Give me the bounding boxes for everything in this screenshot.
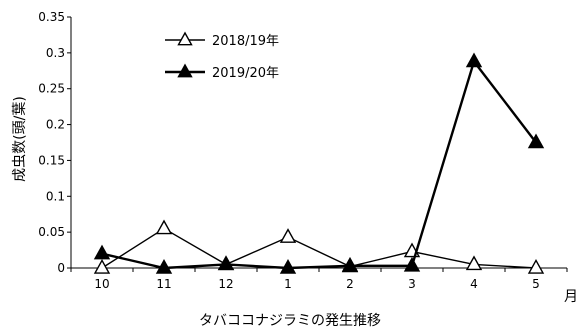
data-point bbox=[465, 52, 483, 68]
legend-marker bbox=[177, 63, 193, 78]
x-axis-title: タバココナジラミの発生推移 bbox=[199, 313, 381, 329]
data-point bbox=[341, 256, 359, 272]
y-tick-labels: 0 0.05 0.1 0.15 0.2 0.25 0.3 0.35 bbox=[38, 10, 71, 275]
data-point bbox=[527, 133, 545, 149]
y-tick-label: 0.25 bbox=[38, 82, 65, 96]
x-axis-unit: 月 bbox=[564, 289, 578, 305]
legend-entry: 2018/19年 bbox=[165, 31, 279, 49]
axes bbox=[70, 17, 567, 269]
legend-entry: 2019/20年 bbox=[165, 63, 279, 81]
y-tick-label: 0.2 bbox=[46, 118, 65, 132]
x-tick-label: 12 bbox=[218, 277, 233, 291]
y-tick-label: 0.05 bbox=[38, 225, 65, 239]
legend: 2018/19年 2019/20年 bbox=[165, 31, 279, 81]
legend-label: 2019/20年 bbox=[212, 66, 279, 81]
data-point bbox=[279, 258, 297, 274]
data-point bbox=[93, 258, 111, 274]
x-tick-label: 2 bbox=[346, 277, 354, 291]
series-line bbox=[101, 58, 537, 270]
y-tick-label: 0.35 bbox=[38, 10, 65, 24]
data-point bbox=[217, 255, 235, 271]
data-point bbox=[403, 256, 421, 272]
series-layer bbox=[93, 52, 545, 274]
x-tick-labels: 10 11 12 1 2 3 4 5 bbox=[70, 268, 568, 291]
y-tick-label: 0.15 bbox=[38, 153, 65, 167]
legend-label: 2018/19年 bbox=[212, 34, 279, 49]
y-tick-label: 0 bbox=[57, 261, 65, 275]
x-tick-label: 3 bbox=[408, 277, 416, 291]
data-point bbox=[155, 258, 173, 274]
series-2 bbox=[93, 52, 545, 274]
data-point bbox=[93, 244, 111, 260]
x-tick-label: 10 bbox=[94, 277, 109, 291]
x-tick-label: 11 bbox=[156, 277, 171, 291]
series-line bbox=[101, 227, 537, 269]
y-axis-title: 成虫数(頭/葉) bbox=[12, 96, 28, 182]
y-tick-label: 0.3 bbox=[46, 46, 65, 60]
x-tick-label: 5 bbox=[532, 277, 540, 291]
data-point bbox=[155, 219, 173, 235]
x-tick-label: 4 bbox=[470, 277, 478, 291]
data-point bbox=[279, 228, 297, 243]
x-tick-label: 1 bbox=[284, 277, 292, 291]
data-point bbox=[527, 258, 545, 274]
legend-marker bbox=[177, 31, 193, 46]
y-tick-label: 0.1 bbox=[46, 189, 65, 203]
data-point bbox=[465, 255, 483, 271]
